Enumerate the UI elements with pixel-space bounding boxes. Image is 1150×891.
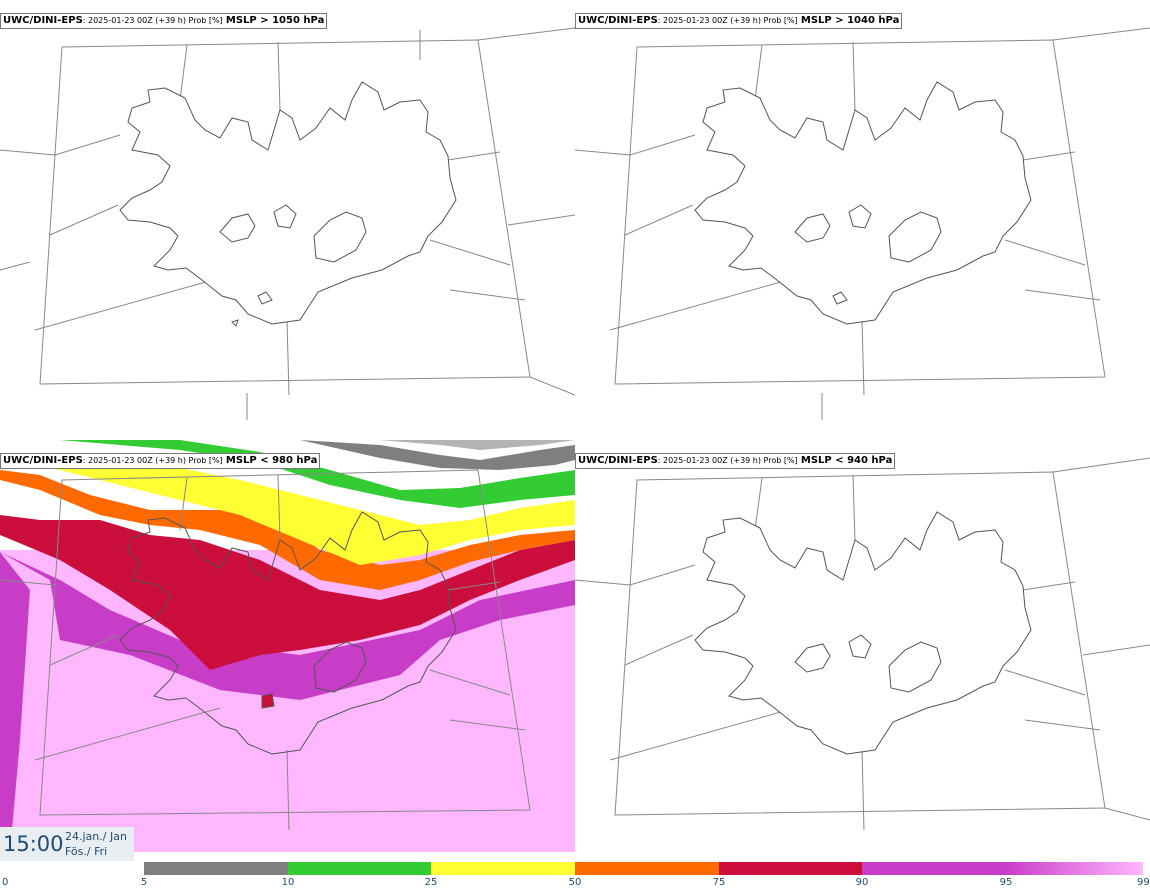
colorbar-tick-label: 5 [140, 877, 148, 888]
probability-field-map [0, 440, 575, 852]
map-gridlines [0, 27, 575, 420]
band-25 [0, 440, 575, 508]
colorbar-tick-label: 99 [1137, 877, 1150, 888]
probability-colorbar: 0 5 10 25 50 75 90 95 99 [0, 862, 1150, 891]
band-90 [0, 515, 575, 670]
panel-title: UWC/DINI-EPS: 2025-01-23 00Z (+39 h) Pro… [0, 13, 328, 29]
colorbar-tick-label: 10 [281, 877, 295, 888]
valid-date: 24.jan./ Jan [65, 830, 127, 843]
map-panel-mslp-gt-1050: UWC/DINI-EPS: 2025-01-23 00Z (+39 h) Pro… [0, 0, 575, 432]
iceland-map [575, 457, 1150, 831]
colorbar-segment [719, 862, 862, 875]
band-50 [0, 455, 575, 565]
colorbar-tick-label: 90 [855, 877, 869, 888]
band-5 [270, 440, 575, 450]
panel-title: UWC/DINI-EPS: 2025-01-23 00Z (+39 h) Pro… [0, 453, 321, 469]
colorbar-segment [431, 862, 575, 875]
colorbar-segment [862, 862, 1006, 875]
valid-time-clock: 15:00 [3, 832, 64, 856]
colorbar-segment [1006, 862, 1143, 875]
band-95-left [0, 552, 30, 852]
map-panel-mslp-gt-1040: UWC/DINI-EPS: 2025-01-23 00Z (+39 h) Pro… [575, 0, 1150, 432]
iceland-map [575, 27, 1150, 420]
map-gridlines [0, 469, 531, 831]
colorbar-tick-label: 95 [999, 877, 1013, 888]
map-gridlines [575, 27, 1150, 420]
panel-title: UWC/DINI-EPS: 2025-01-23 00Z (+39 h) Pro… [575, 13, 903, 29]
iceland-coastline [119, 511, 457, 755]
valid-time-box: 15:00 24.jan./ Jan Fös./ Fri [0, 827, 134, 861]
iceland-coastline [694, 511, 1032, 755]
colorbar-tick-label: 75 [712, 877, 726, 888]
map-panel-mslp-lt-940: UWC/DINI-EPS: 2025-01-23 00Z (+39 h) Pro… [575, 440, 1150, 852]
colorbar-tick-label: 25 [424, 877, 438, 888]
iceland-map [0, 27, 575, 420]
panel-title: UWC/DINI-EPS: 2025-01-23 00Z (+39 h) Pro… [575, 453, 896, 469]
colorbar-segment [575, 862, 719, 875]
colorbar-segment [288, 862, 431, 875]
band-10 [180, 440, 575, 470]
map-panel-mslp-lt-980: UWC/DINI-EPS: 2025-01-23 00Z (+39 h) Pro… [0, 440, 575, 852]
band-95 [0, 552, 575, 700]
iceland-coastline [119, 81, 457, 327]
colorbar-tick-label: 50 [568, 877, 582, 888]
colorbar-segment [144, 862, 288, 875]
iceland-coastline [694, 81, 1032, 325]
colorbar-tick-label: 0 [2, 877, 9, 888]
map-gridlines [575, 457, 1150, 831]
valid-weekday: Fös./ Fri [65, 845, 108, 858]
